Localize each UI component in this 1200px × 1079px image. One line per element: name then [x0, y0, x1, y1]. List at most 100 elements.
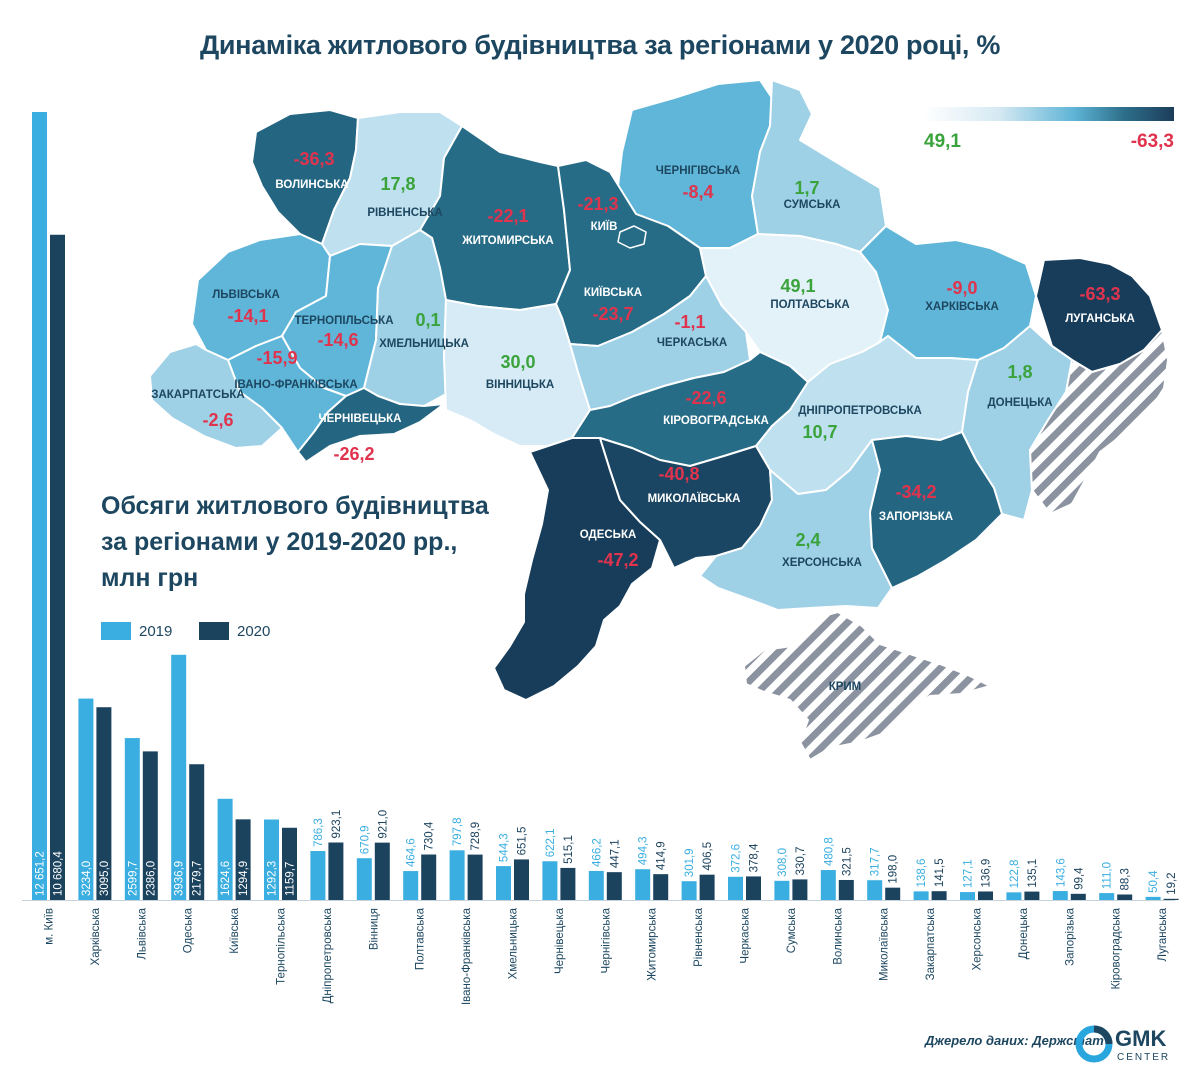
map-region-value: -1,1 — [674, 312, 705, 332]
bar-label-2019: 143,6 — [1055, 858, 1067, 887]
map-region-value: -47,2 — [597, 550, 638, 570]
map-region-name: ЧЕРКАСЬКА — [657, 337, 727, 349]
map-region-value: -15,9 — [256, 348, 297, 368]
map-region-name: ПОЛТАВСЬКА — [770, 299, 849, 311]
map-region-value: -40,8 — [658, 464, 699, 484]
bar-label-2019: 464,6 — [406, 838, 418, 867]
map-region-value: -9,0 — [946, 278, 977, 298]
bar-2019 — [728, 876, 743, 900]
bar-label-2020: 414,9 — [656, 841, 668, 870]
bar-label-2020: 651,5 — [517, 827, 529, 856]
bar-2020 — [235, 819, 251, 900]
bar-label-2019: 308,0 — [777, 848, 789, 877]
bar-label-2019: 122,8 — [1009, 860, 1021, 889]
bar-2020 — [885, 887, 901, 900]
bar-label-2019: 317,7 — [870, 847, 882, 876]
map-region-name: КИЇВСЬКА — [584, 286, 642, 299]
category-label: Миколаївська — [879, 907, 891, 981]
bar-2019 — [310, 851, 326, 900]
map-region-name: КРИМ — [829, 681, 862, 693]
bar-2020 — [838, 879, 854, 900]
map-region-name: ЛУГАНСЬКА — [1065, 313, 1135, 325]
bar-2020 — [514, 859, 529, 900]
bar-label-2019: 786,3 — [313, 818, 325, 847]
bar-2020 — [374, 842, 390, 900]
bar-2019 — [496, 866, 511, 900]
bar-label-2020: 923,1 — [331, 810, 343, 839]
map-region-закарпатська — [149, 343, 283, 449]
bar-2020 — [1163, 898, 1179, 900]
map-region-value: -26,2 — [333, 444, 374, 464]
category-label: Кіровоградська — [1111, 907, 1123, 989]
category-label: Херсонська — [972, 907, 984, 970]
map-region-name: ХАРКІВСЬКА — [925, 301, 999, 313]
bar-label-2019: 670,9 — [359, 825, 371, 854]
category-label: м. Київ — [44, 908, 56, 945]
bar-2020 — [328, 842, 344, 900]
map-region-name: КІРОВОГРАДСЬКА — [663, 415, 769, 427]
bar-2019 — [1052, 891, 1068, 900]
map-region-name: СУМСЬКА — [784, 199, 841, 211]
map-region-value: 0,1 — [415, 310, 440, 330]
map-region-name: ДОНЕЦЬКА — [987, 397, 1052, 409]
bar-label-2020: 3095,0 — [99, 861, 111, 896]
category-label: Волинська — [832, 907, 844, 964]
chart-subtitle-line-2: за регіонами у 2019-2020 рр., — [101, 528, 458, 556]
bar-2019 — [78, 698, 94, 900]
map-region-name: ЗАКАРПАТСЬКА — [151, 389, 244, 401]
category-label: Чернівецька — [554, 907, 566, 974]
bar-label-2019: 544,3 — [499, 833, 511, 862]
category-label: Івано-Франківська — [461, 907, 473, 1005]
bar-label-2020: 321,5 — [841, 847, 853, 876]
bar-label-2020: 88,3 — [1120, 868, 1132, 890]
bar-label-2020: 921,0 — [377, 810, 389, 839]
category-label: Черкаська — [740, 907, 752, 963]
bar-label-2019: 50,4 — [1148, 870, 1160, 893]
bar-2020 — [467, 854, 483, 900]
logo-main-text: GMK — [1115, 1026, 1166, 1051]
category-label: Сумська — [786, 907, 798, 953]
map-region-name: ЛЬВІВСЬКА — [212, 289, 280, 301]
map-region-name: ЧЕРНІГІВСЬКА — [656, 165, 740, 177]
map-region-name: МИКОЛАЇВСЬКА — [648, 492, 741, 505]
bar-2019 — [32, 112, 47, 900]
map-region-value: -21,3 — [577, 194, 618, 214]
bar-2019 — [820, 870, 836, 900]
bar-2019 — [403, 871, 419, 900]
bar-label-2019: 372,6 — [731, 844, 743, 873]
bar-2019 — [913, 891, 929, 900]
map-region-name: РІВНЕНСЬКА — [367, 207, 442, 219]
category-label: Хмельницька — [508, 907, 520, 979]
bar-2019 — [1099, 893, 1115, 900]
legend-swatch-2020 — [199, 622, 229, 640]
map-region-value: -63,3 — [1079, 284, 1120, 304]
bar-label-2020: 406,5 — [702, 842, 714, 871]
bar-label-2020: 135,1 — [1027, 859, 1039, 888]
bar-label-2020: 515,1 — [563, 835, 575, 864]
bar-label-2020: 141,5 — [934, 858, 946, 887]
bar-label-2019: 2599,7 — [127, 861, 139, 896]
bar-label-2019: 3234,0 — [81, 861, 93, 896]
map-region-value: -14,1 — [227, 306, 268, 326]
map-region-value: -34,2 — [895, 482, 936, 502]
bar-2020 — [699, 874, 715, 900]
gmk-center-logo: GMK CENTER — [1075, 1025, 1168, 1063]
bar-2020 — [189, 764, 205, 900]
bar-label-2019: 12 651,2 — [35, 851, 47, 896]
map-region-value: 1,8 — [1007, 362, 1032, 382]
bar-2019 — [960, 892, 975, 900]
map-region-value: 30,0 — [500, 352, 535, 372]
map-region-name: ОДЕСЬКА — [580, 529, 637, 541]
category-label: Рівненська — [693, 907, 705, 966]
occupied-territory-hatch — [1029, 329, 1169, 515]
bar-2020 — [792, 879, 808, 900]
map-region-name: ЧЕРНІВЕЦЬКА — [319, 413, 402, 425]
bar-label-2019: 111,0 — [1102, 862, 1114, 889]
map-region-value: 10,7 — [802, 422, 837, 442]
map-region-value: -22,1 — [487, 206, 528, 226]
bar-label-2020: 99,4 — [1073, 867, 1085, 890]
map-region-value: -23,7 — [592, 304, 633, 324]
category-label: Київська — [229, 907, 241, 953]
bar-2019 — [588, 870, 604, 900]
